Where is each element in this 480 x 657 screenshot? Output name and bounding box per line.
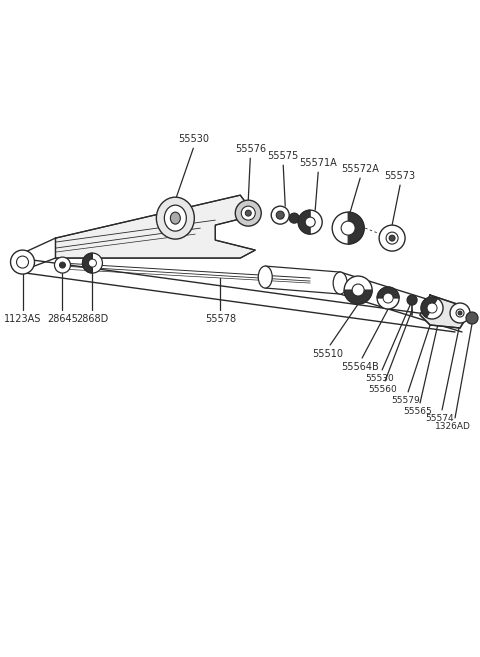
Ellipse shape [164, 205, 186, 231]
Circle shape [458, 311, 462, 315]
Circle shape [386, 232, 398, 244]
Circle shape [450, 303, 470, 323]
Text: 55579: 55579 [392, 396, 420, 405]
Ellipse shape [333, 272, 347, 294]
Circle shape [421, 297, 443, 319]
Circle shape [11, 250, 35, 274]
Circle shape [235, 200, 261, 226]
Text: 55578: 55578 [205, 314, 236, 324]
Wedge shape [298, 210, 310, 234]
Circle shape [344, 276, 372, 304]
Circle shape [55, 257, 71, 273]
Circle shape [298, 210, 322, 234]
Circle shape [16, 256, 28, 268]
Text: 55572A: 55572A [341, 164, 379, 174]
Wedge shape [344, 290, 372, 304]
Circle shape [305, 217, 315, 227]
Wedge shape [377, 287, 399, 298]
Circle shape [427, 303, 437, 313]
Circle shape [389, 235, 395, 241]
Circle shape [241, 206, 255, 220]
Text: 55564B: 55564B [341, 362, 379, 372]
Circle shape [245, 210, 251, 216]
Circle shape [407, 295, 417, 305]
Circle shape [383, 293, 393, 303]
Circle shape [289, 213, 299, 223]
Text: 1326AD: 1326AD [435, 422, 471, 431]
Text: 55560: 55560 [369, 385, 397, 394]
Polygon shape [420, 295, 468, 328]
Circle shape [276, 211, 284, 219]
Circle shape [341, 221, 355, 235]
Text: 55571A: 55571A [300, 158, 337, 168]
Wedge shape [83, 253, 93, 273]
Text: 28645: 28645 [47, 314, 78, 324]
Circle shape [377, 287, 399, 309]
Ellipse shape [170, 212, 180, 224]
Text: 55565: 55565 [404, 407, 432, 416]
Text: 55575: 55575 [267, 151, 299, 161]
Wedge shape [421, 297, 438, 317]
Text: 55574: 55574 [426, 414, 455, 423]
Text: 55510: 55510 [312, 349, 344, 359]
Wedge shape [348, 212, 364, 244]
Circle shape [271, 206, 289, 224]
Circle shape [352, 284, 364, 296]
Text: 1123AS: 1123AS [4, 314, 41, 324]
Circle shape [332, 212, 364, 244]
Polygon shape [56, 195, 255, 258]
Circle shape [379, 225, 405, 251]
Text: 2868D: 2868D [76, 314, 108, 324]
Ellipse shape [156, 197, 194, 239]
Ellipse shape [258, 266, 272, 288]
Text: 55530: 55530 [366, 374, 395, 383]
Text: 55576: 55576 [235, 144, 266, 154]
Circle shape [466, 312, 478, 324]
Text: 55573: 55573 [384, 171, 416, 181]
Circle shape [88, 259, 96, 267]
Text: 55530: 55530 [178, 134, 209, 144]
Circle shape [83, 253, 102, 273]
Circle shape [456, 309, 464, 317]
Circle shape [60, 262, 65, 268]
